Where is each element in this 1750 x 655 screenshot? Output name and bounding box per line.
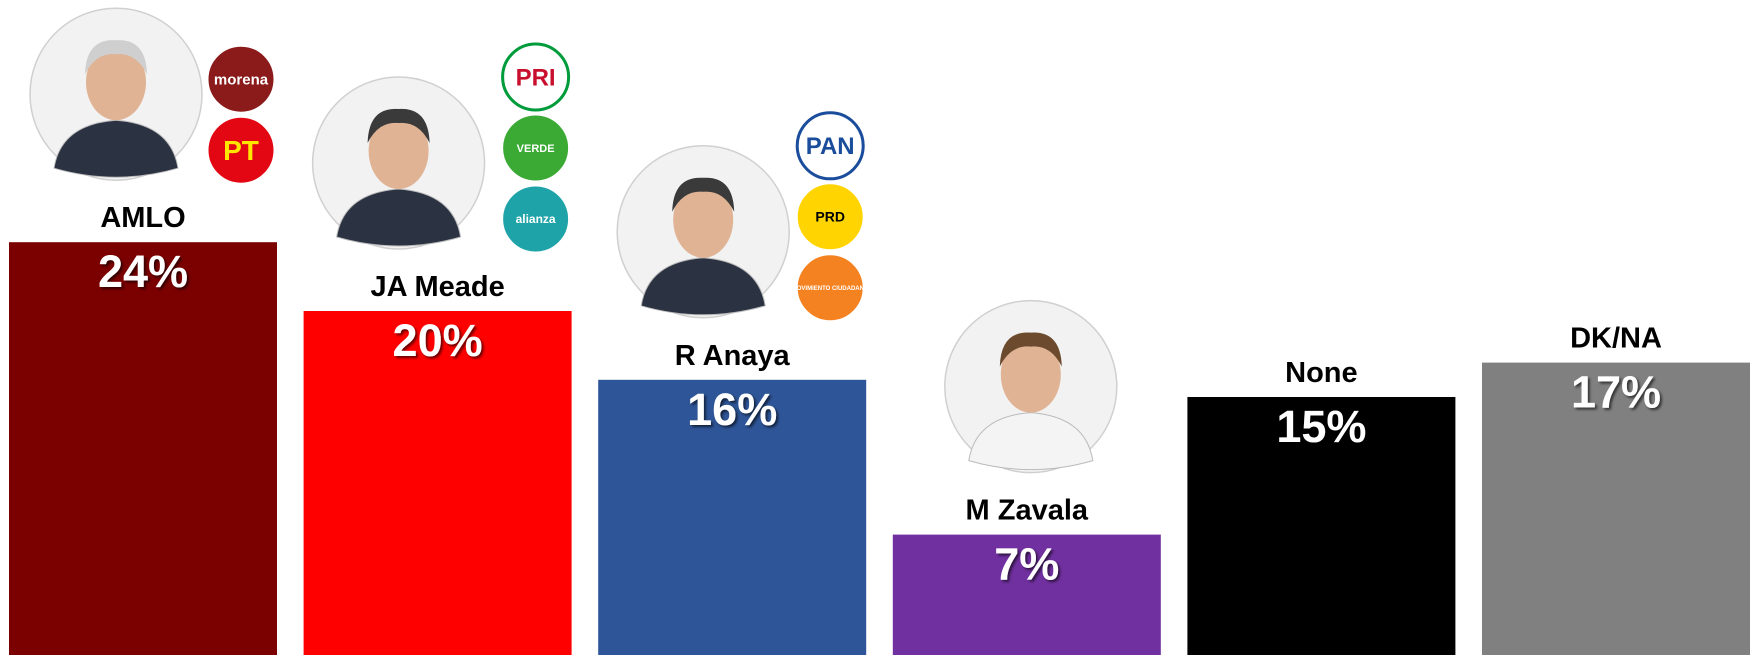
candidate-photo (29, 7, 203, 181)
category-label: None (1285, 357, 1358, 389)
value-label: 20% (393, 315, 483, 366)
logo-text: PAN (806, 133, 855, 160)
party-logo: morena (207, 45, 275, 113)
logo-text: alianza (516, 212, 556, 226)
party-logo: PRD (796, 183, 864, 251)
photo-body (53, 119, 179, 178)
category-label: AMLO (100, 202, 185, 234)
logo-text: PRD (815, 209, 845, 225)
logo-text: PRI (516, 64, 556, 91)
bar (1187, 397, 1456, 655)
party-logo: PRI (501, 42, 571, 112)
photo-body (640, 257, 766, 316)
photo-body (336, 188, 462, 247)
logo-circle (795, 111, 865, 181)
candidate-photo (616, 145, 790, 319)
photo-face (1000, 336, 1061, 413)
logo-text: MOVIMIENTO CIUDADANO (792, 286, 869, 292)
photo-face (673, 181, 734, 258)
photo-face (368, 113, 429, 189)
logo-circle (207, 45, 275, 113)
photo-hair (85, 40, 147, 75)
photo-body (968, 412, 1094, 471)
party-logo: VERDE (502, 114, 570, 182)
photo-face (86, 44, 146, 121)
bar (598, 379, 867, 655)
party-logo: alianza (502, 185, 570, 253)
bar (303, 311, 572, 655)
photo-hair (367, 108, 430, 143)
photo-hair (672, 177, 735, 212)
logo-circle (207, 116, 275, 184)
logo-circle (796, 254, 864, 322)
party-logo: PAN (795, 111, 865, 181)
category-label: DK/NA (1570, 323, 1662, 355)
logo-circle (502, 185, 570, 253)
party-logo: MOVIMIENTO CIUDADANO (792, 254, 869, 322)
category-label: M Zavala (966, 495, 1089, 527)
logo-text: morena (214, 71, 269, 88)
category-label: JA Meade (370, 271, 504, 303)
bar (892, 534, 1161, 655)
value-label: 24% (98, 246, 188, 297)
photo-hair (999, 332, 1062, 367)
logo-circle (796, 183, 864, 251)
value-label: 7% (994, 539, 1059, 590)
candidate-photo (944, 299, 1118, 474)
value-label: 17% (1571, 367, 1661, 418)
bar (9, 242, 277, 655)
bar (1482, 362, 1750, 655)
logo-circle (502, 114, 570, 182)
candidate-photo (311, 76, 486, 250)
logo-text: VERDE (517, 143, 555, 155)
logo-text: PT (223, 135, 259, 166)
party-logo: PT (207, 116, 275, 184)
logo-circle (501, 42, 571, 112)
value-label: 16% (687, 384, 777, 435)
value-label: 15% (1276, 401, 1366, 452)
category-label: R Anaya (675, 340, 791, 372)
